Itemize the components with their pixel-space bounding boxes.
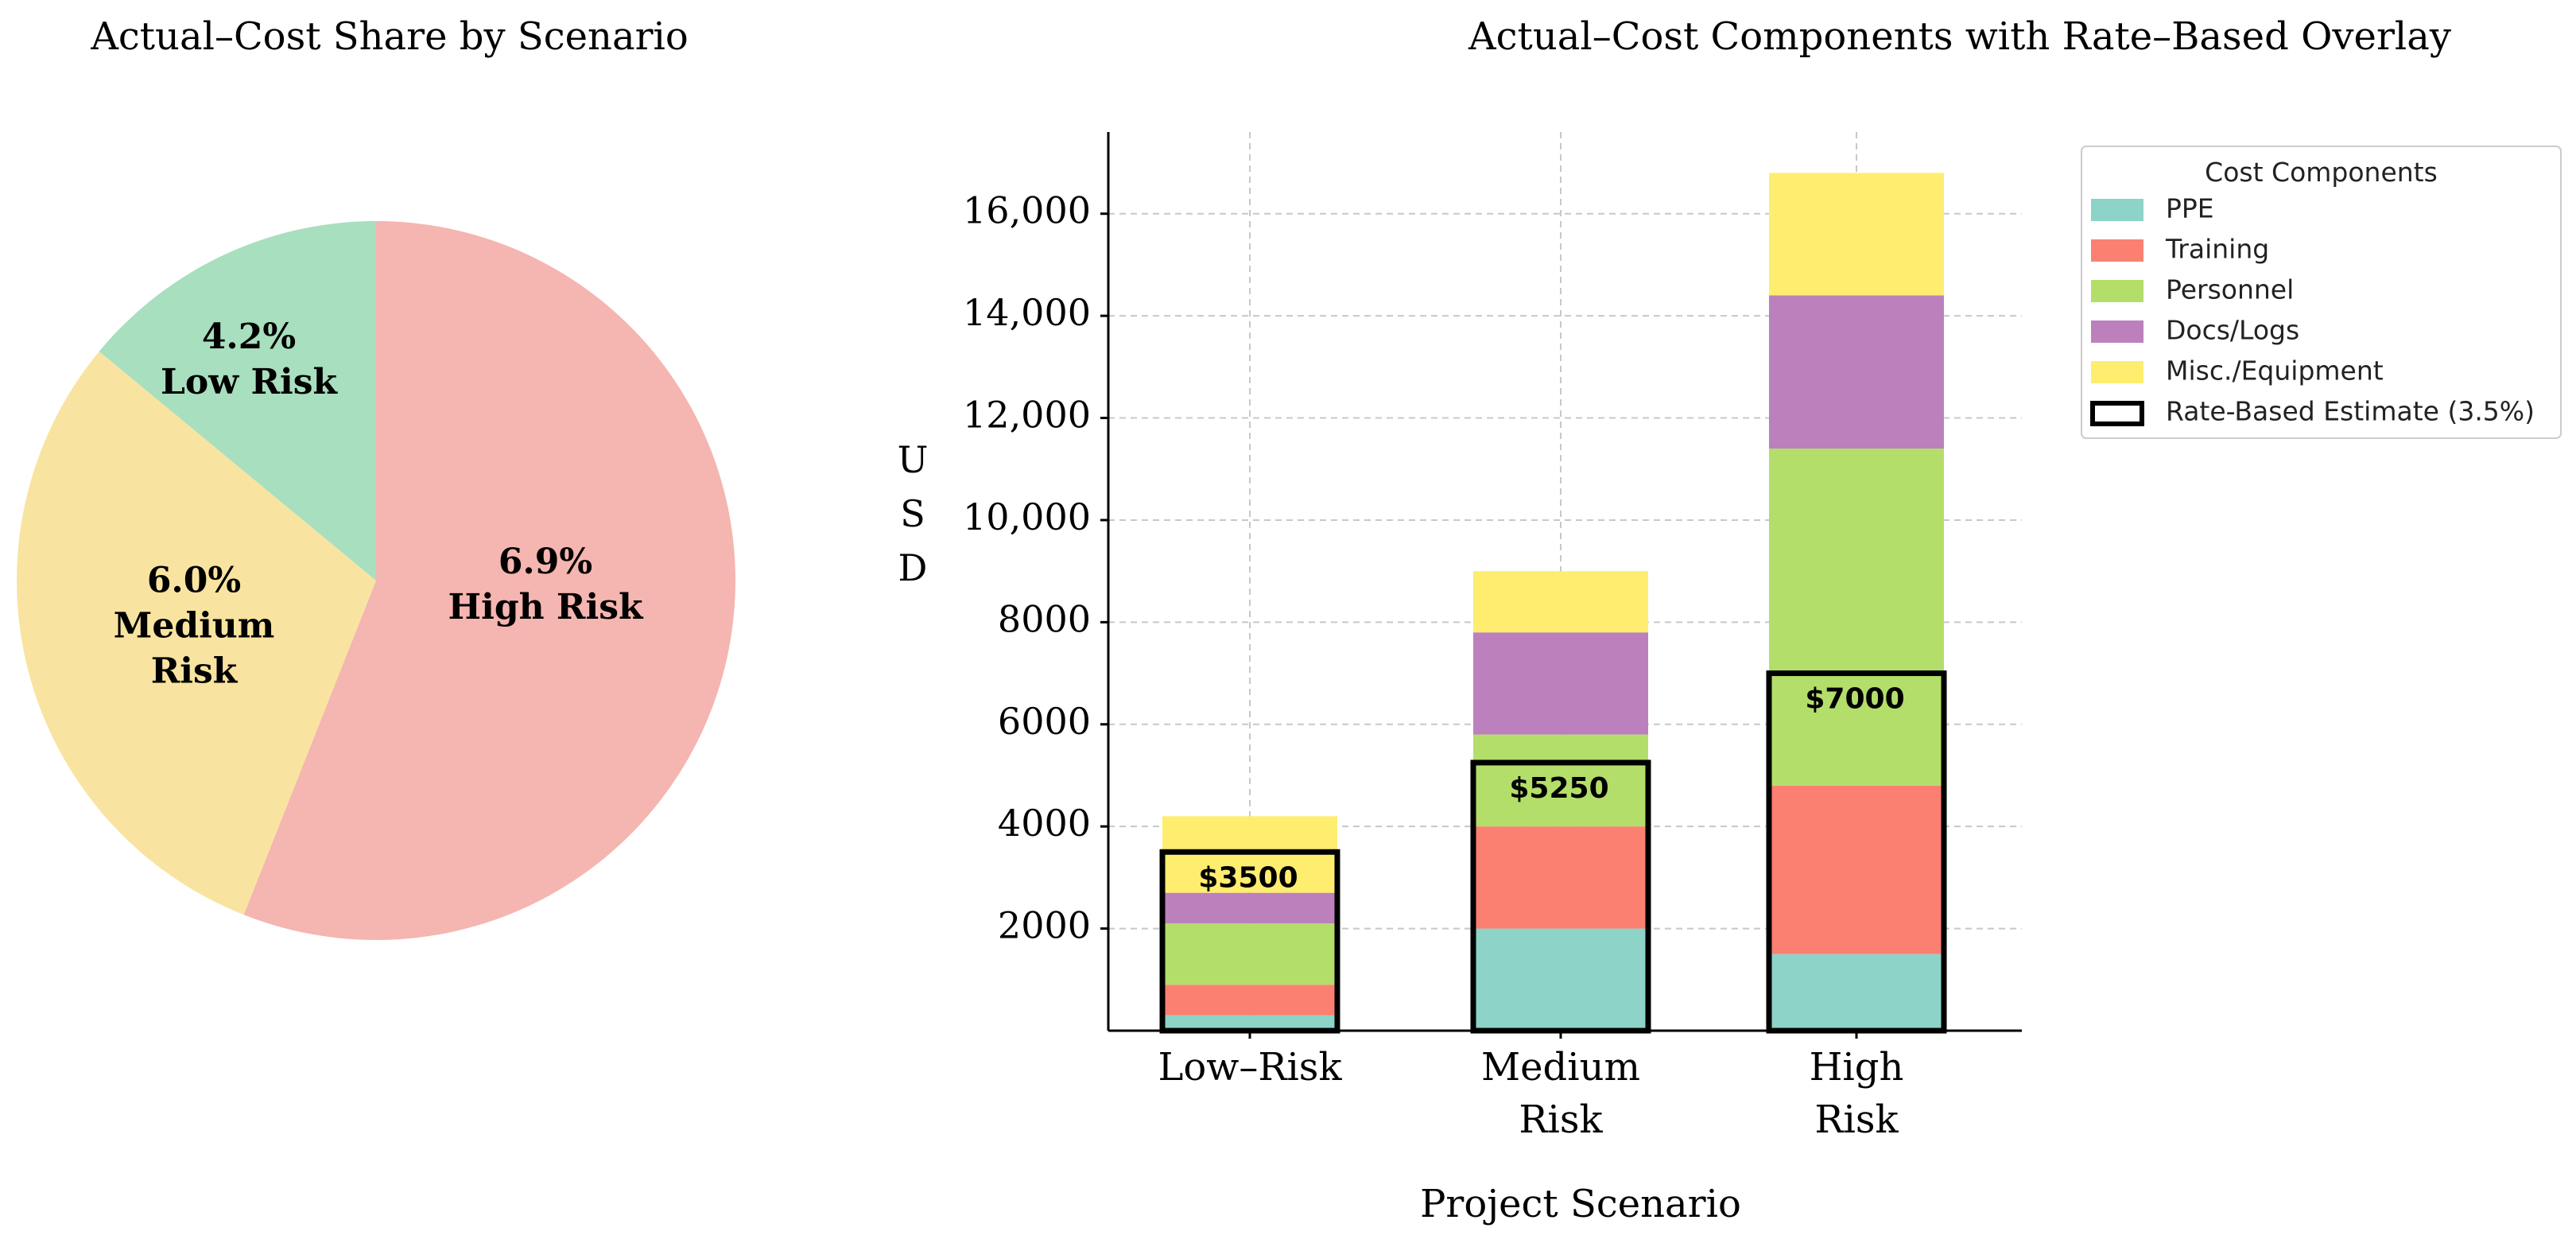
pie-slices bbox=[16, 221, 735, 941]
y-tick-labels: 2000 4000 6000 8000 10,000 12,000 14,000 16,000 bbox=[963, 189, 1108, 947]
bar-segment-misc-equipment bbox=[1769, 173, 1944, 296]
y-tick-label: 12,000 bbox=[963, 394, 1091, 437]
bar-segment-ppe bbox=[1769, 954, 1944, 1031]
y-tick-label: 16,000 bbox=[963, 189, 1091, 232]
bar-segment-docs-logs bbox=[1473, 632, 1648, 735]
x-tick-label: High bbox=[1810, 1045, 1904, 1090]
legend: Cost Components PPE Training Personnel Docs/… bbox=[2081, 146, 2562, 439]
y-tick-label: 10,000 bbox=[963, 495, 1091, 538]
bar-segment-docs-logs bbox=[1162, 892, 1337, 924]
bar-segment-ppe bbox=[1162, 1015, 1337, 1031]
y-axis-label-letter: D bbox=[898, 546, 928, 589]
y-tick-label: 6000 bbox=[998, 700, 1091, 743]
bar-segment-personnel bbox=[1162, 923, 1337, 985]
pie-slice-medium-risk bbox=[16, 351, 377, 915]
x-tick-labels: Low–Risk Medium Risk High Risk bbox=[1158, 1031, 1903, 1142]
pie-label-line: 6.0% bbox=[147, 561, 241, 601]
bar-segment-docs-logs bbox=[1769, 295, 1944, 449]
bar-segment-training bbox=[1769, 785, 1944, 954]
bar-segment-misc-equipment bbox=[1473, 571, 1648, 633]
pie-label-line: 6.9% bbox=[499, 542, 592, 582]
pie-slice-low-risk bbox=[99, 221, 376, 581]
y-tick-label: 14,000 bbox=[963, 291, 1091, 334]
y-axis-label-letter: S bbox=[900, 492, 925, 535]
x-tick-label: Risk bbox=[1519, 1097, 1603, 1142]
pie-label-line: Low Risk bbox=[161, 362, 339, 402]
legend-swatch bbox=[2091, 280, 2143, 302]
y-tick-label: 2000 bbox=[998, 904, 1091, 947]
bar-segment-personnel bbox=[1769, 449, 1944, 786]
legend-swatch bbox=[2091, 199, 2143, 221]
x-tick-label: Risk bbox=[1814, 1097, 1899, 1142]
legend-label: PPE bbox=[2166, 193, 2214, 224]
axes bbox=[1107, 132, 2022, 1032]
legend-swatch-overlay bbox=[2090, 401, 2144, 426]
bar-segment-personnel bbox=[1473, 734, 1648, 827]
legend-label: Misc./Equipment bbox=[2166, 355, 2384, 387]
pie-title: Actual–Cost Share by Scenario bbox=[90, 14, 689, 59]
rate-estimate-label: $3500 bbox=[1198, 861, 1298, 894]
pie-label-line: High Risk bbox=[448, 587, 644, 627]
legend-label: Docs/Logs bbox=[2166, 315, 2299, 346]
pie-slice-high-risk bbox=[243, 221, 735, 941]
y-axis-label: USD bbox=[898, 438, 929, 589]
pie-label-line: Risk bbox=[151, 651, 239, 692]
legend-box bbox=[2081, 146, 2562, 439]
legend-swatch bbox=[2091, 361, 2143, 383]
bar-segment-training bbox=[1473, 826, 1648, 929]
y-tick-label: 4000 bbox=[998, 802, 1091, 845]
rate-estimate-label: $5250 bbox=[1509, 772, 1608, 805]
bar-segment-training bbox=[1162, 985, 1337, 1016]
legend-label: Training bbox=[2165, 234, 2269, 265]
pie-label-line: Medium bbox=[114, 606, 275, 647]
bar-title: Actual–Cost Components with Rate–Based O… bbox=[1468, 14, 2451, 59]
pie-label-line: 4.2% bbox=[202, 317, 296, 357]
legend-label: Rate-Based Estimate (3.5%) bbox=[2166, 396, 2535, 427]
legend-title: Cost Components bbox=[2205, 157, 2438, 188]
legend-label: Personnel bbox=[2166, 274, 2294, 305]
legend-swatch bbox=[2091, 239, 2143, 262]
bar-chart: Actual–Cost Components with Rate–Based O… bbox=[898, 14, 2562, 1226]
y-tick-label: 8000 bbox=[998, 597, 1091, 640]
pie-chart: Actual–Cost Share by Scenario 6.9% High R… bbox=[16, 14, 735, 941]
bars bbox=[1162, 173, 1944, 1031]
x-tick-label: Low–Risk bbox=[1158, 1045, 1342, 1090]
bar-segment-ppe bbox=[1473, 928, 1648, 1031]
rate-estimate-label: $7000 bbox=[1805, 683, 1904, 716]
y-axis-label-letter: U bbox=[898, 438, 929, 481]
legend-swatch bbox=[2091, 320, 2143, 343]
x-tick-label: Medium bbox=[1481, 1045, 1640, 1090]
x-axis-label: Project Scenario bbox=[1420, 1182, 1741, 1226]
